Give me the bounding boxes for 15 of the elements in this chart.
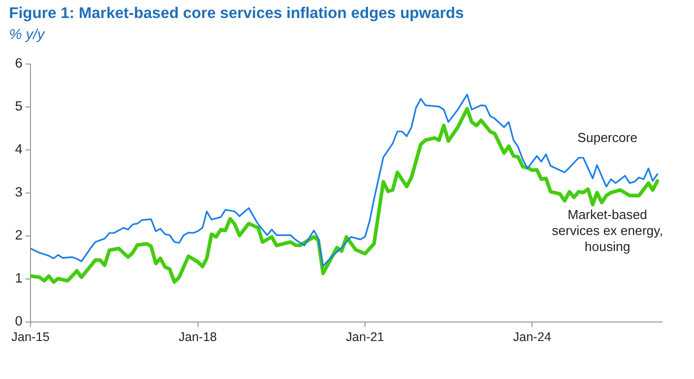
x-tick-label: Jan-24 <box>513 330 552 344</box>
y-tick-label: 4 <box>14 142 23 157</box>
series-label: Market-based services ex energy, housing <box>552 206 663 254</box>
y-tick-label: 3 <box>14 184 23 200</box>
chart-title: Figure 1: Market-based core services inflation edges upwards <box>9 5 464 23</box>
series-label: Supercore <box>577 130 638 146</box>
x-tick-label: Jan-21 <box>346 330 384 344</box>
y-tick-label: 0 <box>14 314 23 329</box>
y-axis-title: % y/y <box>9 27 44 43</box>
y-tick-label: 1 <box>14 270 23 286</box>
x-tick-label: Jan-18 <box>178 330 217 344</box>
x-tick-label: Jan-15 <box>11 330 50 344</box>
y-tick-label: 5 <box>14 98 23 114</box>
y-tick-label: 2 <box>14 228 23 243</box>
y-tick-label: 6 <box>14 56 23 71</box>
